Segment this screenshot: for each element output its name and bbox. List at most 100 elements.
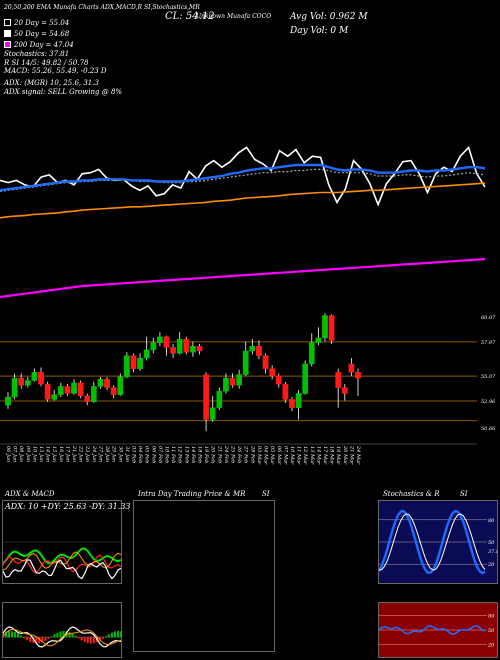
candle-body [97,379,104,387]
candle-body [190,345,196,353]
candle-date-label: 07 Feb [157,446,163,463]
candle-y-tick: 55.07 [481,374,496,380]
candle-date-label: 11 Feb [170,446,176,463]
macd-histogram-bar [104,636,107,638]
candle-date-label: 26 Feb [236,445,242,463]
macd-histogram-bar [41,637,44,643]
legend-label-200: 200 Day = 47.04 [14,40,74,49]
candle-body [104,379,110,388]
candle-body [117,376,124,395]
adx-panel: ADX: 10 +DY: 25.63 -DY: 31.33 [2,500,131,584]
candle-body [341,387,348,394]
candle-date-label: 03 Mar [256,446,262,465]
ema-series-200 [0,257,486,299]
macd-histogram-bar [47,637,50,639]
candle-date-label: 13 Feb [183,446,189,463]
candle-date-label: 25 Feb [230,445,236,463]
candle-body [209,407,216,420]
candle-body [289,399,295,408]
stoch-value-label: 37.81 [488,549,497,555]
candle-body [24,380,31,386]
candle-body [236,374,242,386]
macd-histogram-bar [23,637,26,639]
stoch-d-line [379,513,486,571]
candlestick-chart: 60.07 57.97 55.07 52.96 50.66 06 Jan 07 Jan 08 … [0,313,496,465]
candle-date-label: 10 Jan [31,446,37,462]
candle-y-tick: 60.07 [481,315,496,321]
candle-date-label: 20 Mar [342,445,348,465]
candle-body [196,345,203,352]
stochastics-panel: 80 50 20 37.81 [378,500,498,584]
macd-histogram-bar [56,632,59,638]
rsi-info: R SI 14/5: 49.82 / 50.78 [4,58,89,67]
candle-body [242,350,249,375]
rsi-tick: 20 [487,642,495,648]
macd-histogram-bar [32,637,35,643]
macd-histogram-bar [89,637,92,644]
candle-date-label: 19 Feb [203,446,209,463]
macd-histogram-bar [8,631,11,638]
candle-date-label: 27 Jan [97,445,103,462]
stoch-si-label: SI [460,490,468,498]
candle-date-label: 04 Feb [137,446,143,463]
candle-date-label: 08 Jan [18,446,24,462]
legend-item-20: 20 Day = 55.04 [4,17,74,28]
candle-body [262,355,269,369]
candle-date-label: 12 Mar [302,446,308,465]
candle-date-label: 11 Mar [296,446,302,465]
stoch-panel-title: Stochastics & R [383,490,440,498]
macd-signal-line [3,628,121,647]
candle-date-label: 14 Mar [315,446,321,465]
candle-body [315,337,322,343]
macd-histogram-bar [80,637,83,641]
candle-date-label: 14 Feb [190,446,196,463]
candle-body [295,393,302,408]
legend-item-50: 50 Day = 54.68 [4,28,74,39]
stoch-tick: 20 [487,562,495,568]
macd-histogram-bar [77,637,80,639]
candle-date-label: 07 Mar [282,446,288,465]
ema-series-50 [0,163,486,192]
macd-histogram-bar [35,637,38,644]
candle-date-label: 10 Feb [163,446,169,463]
candle-date-label: 06 Jan [5,446,11,462]
candle-body [31,371,38,381]
macd-histogram-bar [62,631,65,638]
candle-date-label: 12 Feb [177,446,183,463]
candle-body [124,355,130,378]
candle-date-label: 14 Jan [45,446,51,462]
legend-swatch-200 [4,41,11,48]
candle-body [163,336,170,348]
candle-body [216,390,223,408]
candle-body [57,386,64,395]
candle-date-label: 20 Feb [210,445,216,463]
candle-body [223,377,229,392]
candle-y-tick: 50.66 [481,426,496,432]
candle-date-label: 17 Jan [64,446,70,462]
candle-date-label: 17 Mar [322,446,328,465]
macd-histogram-bar [29,637,32,642]
candle-date-label: 16 Jan [58,446,64,462]
candle-body [275,375,282,385]
stochastics-plot: 80 50 20 37.81 [379,509,497,575]
macd-histogram-bar [110,632,113,638]
candle-y-tick: 52.96 [481,399,496,405]
adx-info: ADX: (MGR) 10, 25.6, 31.3 ADX signal: SE… [4,79,122,96]
indicator-info: Stochastics: 37.81 R SI 14/5: 49.82 / 50… [4,50,107,76]
candle-date-label: 21 Jan [71,445,77,462]
candle-date-label: 27 Feb [243,445,249,463]
macd-histogram-bar [59,631,62,638]
macd-info: MACD: 55.26, 55.49, -0.23 D [4,67,107,75]
candle-date-label: 28 Jan [104,445,110,462]
candle-date-label: 07 Jan [12,446,18,462]
candle-body [282,383,289,400]
candle-body [5,396,11,406]
ticker-label: Unknown Munafa COCO [196,13,272,20]
candle-body [249,345,256,352]
macd-histogram-bar [50,636,53,638]
macd-histogram-bar [113,631,116,638]
candle-body [170,347,176,354]
adx-line: ADX: (MGR) 10, 25.6, 31.3 [4,79,99,87]
macd-panel [2,602,122,658]
legend-label-20: 20 Day = 55.04 [14,18,70,27]
